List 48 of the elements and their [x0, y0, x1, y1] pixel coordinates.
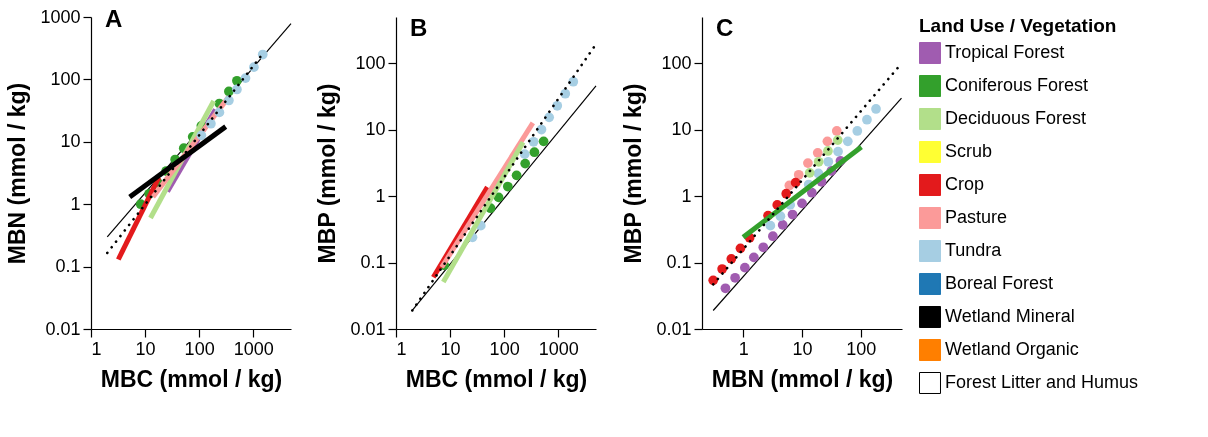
x-axis-title: MBN (mmol / kg) [711, 365, 894, 392]
legend-label: Deciduous Forest [945, 108, 1087, 128]
x-tick-label: 10 [135, 338, 156, 359]
x-tick-label: 100 [846, 338, 877, 359]
y-axis-title: MBP (mmol / kg) [314, 83, 341, 264]
legend-label: Tropical Forest [945, 42, 1065, 62]
chart-title: C [716, 14, 734, 41]
x-axis-title: MBC (mmol / kg) [100, 365, 283, 392]
y-tick-label: 0.01 [45, 318, 81, 339]
x-tick-label: 10 [440, 338, 461, 359]
legend-label: Wetland Mineral [945, 306, 1075, 326]
x-tick-label: 100 [184, 338, 215, 359]
x-tick-label: 1000 [538, 338, 579, 359]
x-tick-label: 1000 [233, 338, 274, 359]
legend-label: Tundra [945, 240, 1003, 260]
chart-title: B [410, 14, 428, 41]
legend-label: Wetland Organic [945, 339, 1079, 359]
x-axis-title: MBC (mmol / kg) [405, 365, 588, 392]
y-tick-label: 10 [365, 119, 386, 140]
y-tick-label: 0.1 [55, 256, 81, 277]
legend-title: Land Use / Vegetation [919, 15, 1117, 36]
x-tick-label: 10 [792, 338, 813, 359]
y-tick-label: 0.1 [666, 252, 692, 273]
y-tick-label: 100 [661, 52, 692, 73]
chart-title: A [105, 5, 123, 32]
y-tick-label: 0.01 [656, 318, 692, 339]
x-tick-label: 100 [489, 338, 520, 359]
y-tick-label: 10 [671, 119, 692, 140]
legend-label: Forest Litter and Humus [945, 372, 1139, 392]
y-tick-label: 1000 [40, 6, 81, 27]
y-tick-label: 0.01 [350, 318, 386, 339]
y-axis-title: MBN (mmol / kg) [4, 82, 31, 265]
legend-label: Boreal Forest [945, 273, 1054, 293]
y-tick-label: 100 [50, 68, 81, 89]
y-axis-title: MBP (mmol / kg) [620, 83, 647, 264]
legend-label: Scrub [945, 141, 993, 161]
y-tick-label: 10 [60, 131, 81, 152]
y-tick-label: 1 [681, 185, 692, 206]
y-tick-label: 100 [355, 52, 386, 73]
x-tick-label: 1 [738, 338, 749, 359]
y-tick-label: 0.1 [360, 252, 386, 273]
legend-label: Pasture [945, 207, 1008, 227]
y-tick-label: 1 [375, 185, 386, 206]
y-tick-label: 1 [70, 193, 81, 214]
legend-label: Coniferous Forest [945, 75, 1089, 95]
x-tick-label: 1 [396, 338, 407, 359]
legend-label: Crop [945, 174, 985, 194]
x-tick-label: 1 [91, 338, 102, 359]
